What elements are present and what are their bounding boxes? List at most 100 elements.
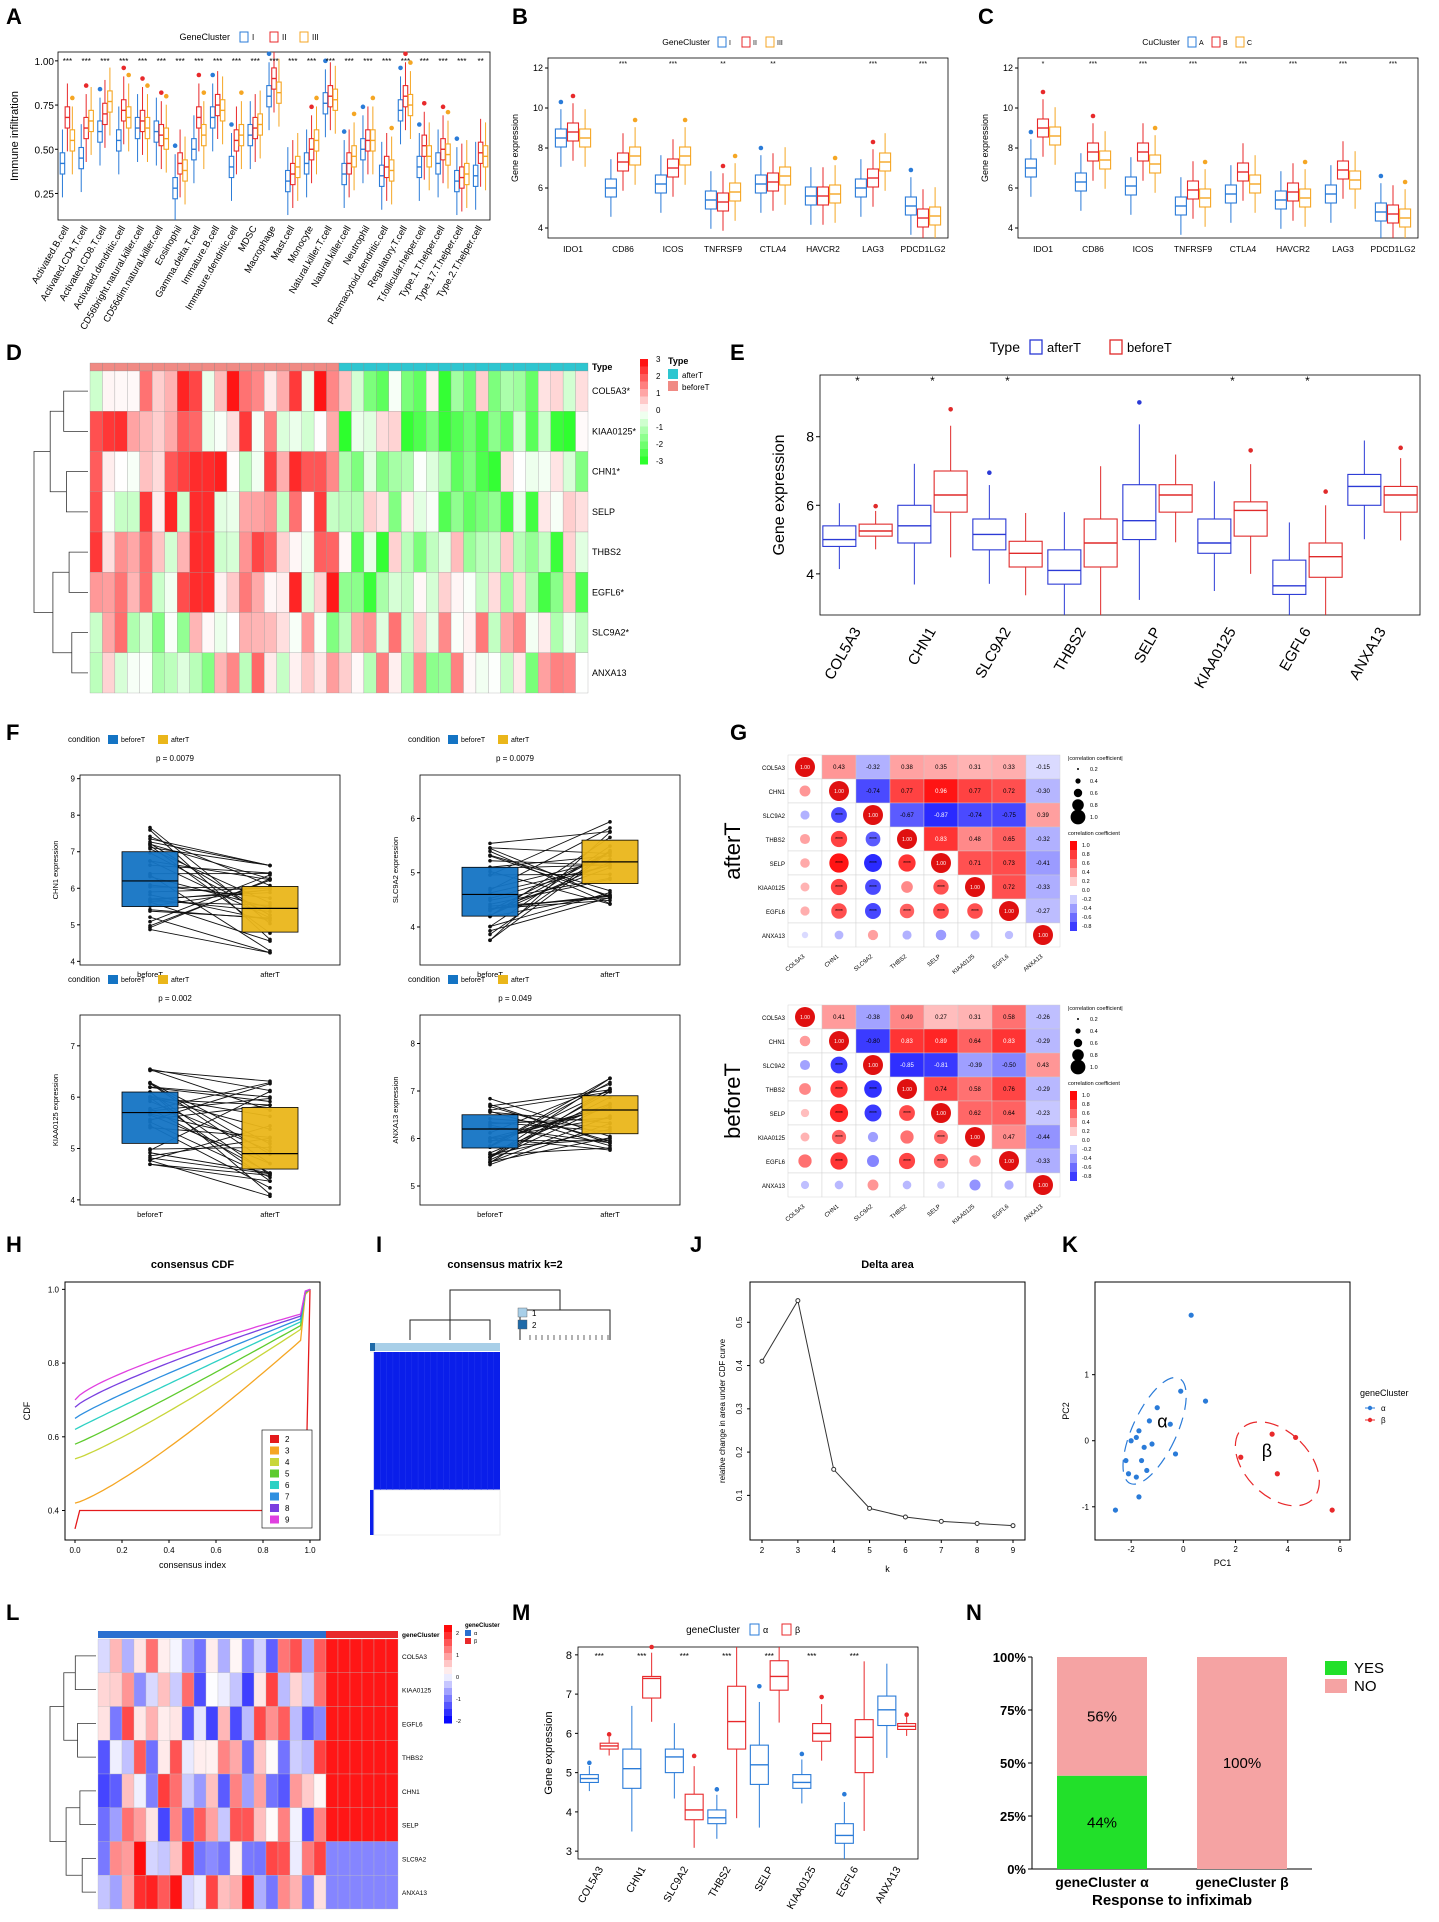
legend-key xyxy=(270,1515,279,1524)
corr-circle xyxy=(795,1007,815,1027)
significance-mark: *** xyxy=(619,61,627,68)
x-tick-label: HAVCR2 xyxy=(806,244,840,254)
corr-value: -0.32 xyxy=(866,765,880,771)
legend-label: 0.6 xyxy=(1090,791,1098,797)
box-body xyxy=(581,1095,639,1135)
heatmap-cell xyxy=(450,370,464,412)
heatmap-cell xyxy=(562,451,576,492)
heatmap-cell xyxy=(176,531,190,573)
x-tick-label: beforeT xyxy=(137,1210,163,1219)
x-tick-label: 7 xyxy=(939,1546,944,1555)
color-scale-bar xyxy=(444,1639,452,1647)
legend-label: 0.2 xyxy=(1082,879,1090,885)
x-tick-label: afterT xyxy=(260,1210,280,1219)
heatmap-cell xyxy=(349,1841,363,1876)
heatmap-cell xyxy=(193,1740,207,1775)
heatmap-cell xyxy=(313,1706,327,1741)
heatmap-cell xyxy=(229,1638,243,1673)
delta-line xyxy=(761,1299,1014,1527)
heatmap-cell xyxy=(326,370,340,412)
annotation-cell xyxy=(351,362,365,372)
corr-value: 0.65 xyxy=(1003,837,1015,843)
heatmap-cell xyxy=(89,612,103,653)
y-tick-label: 100% xyxy=(993,1650,1027,1665)
heatmap-cell xyxy=(201,652,215,694)
outlier-point xyxy=(309,104,314,110)
outlier-point xyxy=(908,167,914,173)
heatmap-cell xyxy=(133,1841,147,1876)
heatmap-cell xyxy=(401,411,414,452)
heatmap-cell xyxy=(388,572,402,613)
heatmap-cell xyxy=(289,411,302,452)
y-tick-label: 7 xyxy=(411,1087,416,1096)
heatmap-cell xyxy=(500,652,514,694)
corr-value: 0.71 xyxy=(969,861,981,867)
pair-line xyxy=(149,846,271,866)
x-tick-label: SELP xyxy=(752,1865,776,1894)
significance-mark: **** xyxy=(903,861,911,867)
y-axis-label: Immune infiltration xyxy=(9,91,21,181)
cluster-label: β xyxy=(1262,1441,1272,1461)
col-label: KIAA0125 xyxy=(952,1204,977,1226)
significance-mark: **** xyxy=(835,861,843,867)
heatmap-cell xyxy=(388,411,402,452)
heatmap-cell xyxy=(121,1875,135,1910)
corr-value: 1.00 xyxy=(936,1111,946,1117)
dendrogram xyxy=(449,1289,561,1340)
corr-circle xyxy=(898,1152,916,1170)
panel-l-heatmap: geneClusterCOL5A3KIAA0125EGFL6THBS2CHN1S… xyxy=(49,1623,500,1910)
heatmap-cell xyxy=(463,652,477,694)
heatmap-cell xyxy=(513,612,526,653)
heatmap-cell xyxy=(169,1740,183,1775)
legend-label: -0.6 xyxy=(1082,915,1091,921)
significance-mark: *** xyxy=(119,57,128,66)
heatmap-cell xyxy=(376,612,389,653)
corr-value: 1.00 xyxy=(1004,1159,1014,1165)
legend-key xyxy=(781,1623,792,1636)
heatmap-cell xyxy=(488,451,501,492)
pair-point xyxy=(488,1108,492,1112)
heatmap-cell xyxy=(193,1638,207,1673)
corr-circle xyxy=(937,1181,945,1189)
heatmap-cell xyxy=(401,531,414,573)
legend-key xyxy=(1029,339,1043,355)
y-tick-label: 0.50 xyxy=(35,145,55,156)
color-scale-label: -3 xyxy=(656,457,664,466)
color-scale-bar xyxy=(444,1646,452,1654)
annotation-cell xyxy=(302,1631,314,1638)
outlier-point xyxy=(70,95,75,101)
corr-value: -0.75 xyxy=(1002,813,1016,819)
heatmap-cell xyxy=(301,612,315,653)
heatmap-cell xyxy=(97,1875,111,1910)
legend-label: 0.8 xyxy=(1082,852,1090,858)
y-tick-label: 0.6 xyxy=(48,1433,60,1442)
x-tick-label: 0.6 xyxy=(210,1546,222,1555)
row-label: COL5A3 xyxy=(402,1654,427,1661)
corr-cell xyxy=(923,802,959,828)
panel-label-j: J xyxy=(690,1232,703,1257)
significance-mark: *** xyxy=(1089,61,1097,68)
legend-label: 0.6 xyxy=(1090,1041,1098,1047)
heatmap-cell xyxy=(276,411,290,452)
p-value-label: p = 0.0079 xyxy=(496,754,535,763)
corr-circle xyxy=(931,853,951,873)
heatmap-cell xyxy=(121,1841,135,1876)
outlier-point xyxy=(121,65,127,71)
heatmap-cell xyxy=(201,531,215,573)
heatmap-cell xyxy=(193,1875,207,1910)
heatmap-cell xyxy=(325,1875,339,1910)
x-axis-label: Response to infiximab xyxy=(1092,1892,1252,1909)
x-tick-label: beforeT xyxy=(137,970,163,979)
legend-key xyxy=(498,735,508,744)
heatmap-cell xyxy=(525,491,539,533)
significance-mark: *** xyxy=(401,57,410,66)
heatmap-cell xyxy=(229,1672,243,1707)
outlier-point xyxy=(948,406,953,412)
heatmap-cell xyxy=(121,1773,135,1808)
x-tick-label: afterT xyxy=(600,1210,620,1219)
x-tick-label: 5 xyxy=(867,1546,872,1555)
heatmap-cell xyxy=(463,370,477,412)
corr-circle xyxy=(867,929,879,941)
corr-circle xyxy=(834,930,844,940)
